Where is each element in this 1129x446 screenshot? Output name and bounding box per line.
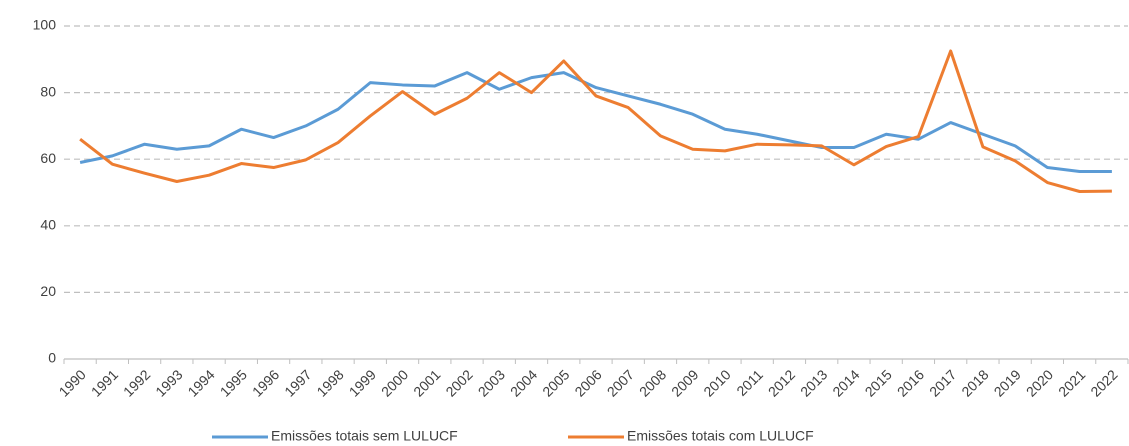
x-tick-label: 2015 — [862, 366, 895, 399]
x-tick-label: 1996 — [249, 366, 282, 399]
series-line — [79, 49, 1112, 194]
x-tick-label: 2013 — [797, 366, 830, 399]
x-tick-label: 2005 — [539, 366, 572, 399]
x-tick-label: 2021 — [1055, 366, 1088, 399]
x-tick-label: 2011 — [733, 366, 766, 399]
x-tick-label: 1992 — [120, 366, 153, 399]
y-tick-label: 0 — [48, 350, 56, 366]
x-tick-label: 2022 — [1087, 366, 1120, 399]
legend-label: Emissões totais com LULUCF — [627, 428, 814, 444]
legend-label: Emissões totais sem LULUCF — [271, 428, 458, 444]
x-tick-label: 2006 — [571, 366, 604, 399]
x-tick-label: 2014 — [829, 366, 862, 399]
x-tick-label: 2018 — [958, 366, 991, 399]
x-tick-label: 2008 — [636, 366, 669, 399]
x-tick-label: 1993 — [152, 366, 185, 399]
x-tick-label: 2009 — [668, 366, 701, 399]
x-tick-label: 2004 — [507, 366, 540, 399]
x-tick-label: 1995 — [217, 366, 250, 399]
x-tick-label: 1994 — [184, 366, 217, 399]
x-tick-label: 2003 — [475, 366, 508, 399]
x-tick-label: 1999 — [346, 366, 379, 399]
x-tick-label: 1990 — [56, 366, 89, 399]
x-tick-label: 2002 — [442, 366, 475, 399]
y-tick-label: 80 — [40, 83, 56, 99]
x-tick-label: 2016 — [894, 366, 927, 399]
x-tick-label: 2001 — [410, 366, 443, 399]
y-tick-label: 60 — [40, 150, 56, 166]
x-tick-label: 2000 — [378, 366, 411, 399]
y-tick-label: 100 — [33, 17, 57, 33]
x-tick-label: 2019 — [991, 366, 1024, 399]
x-tick-label: 2020 — [1023, 366, 1056, 399]
x-tick-label: 2012 — [765, 366, 798, 399]
x-tick-label: 1991 — [88, 366, 121, 399]
x-tick-label: 2017 — [926, 366, 959, 399]
x-tick-label: 2007 — [604, 366, 637, 399]
y-tick-label: 40 — [40, 217, 56, 233]
x-tick-label: 1998 — [313, 366, 346, 399]
y-tick-label: 20 — [40, 283, 56, 299]
series-line — [79, 71, 1112, 174]
x-tick-label: 2010 — [700, 366, 733, 399]
x-tick-label: 1997 — [281, 366, 314, 399]
